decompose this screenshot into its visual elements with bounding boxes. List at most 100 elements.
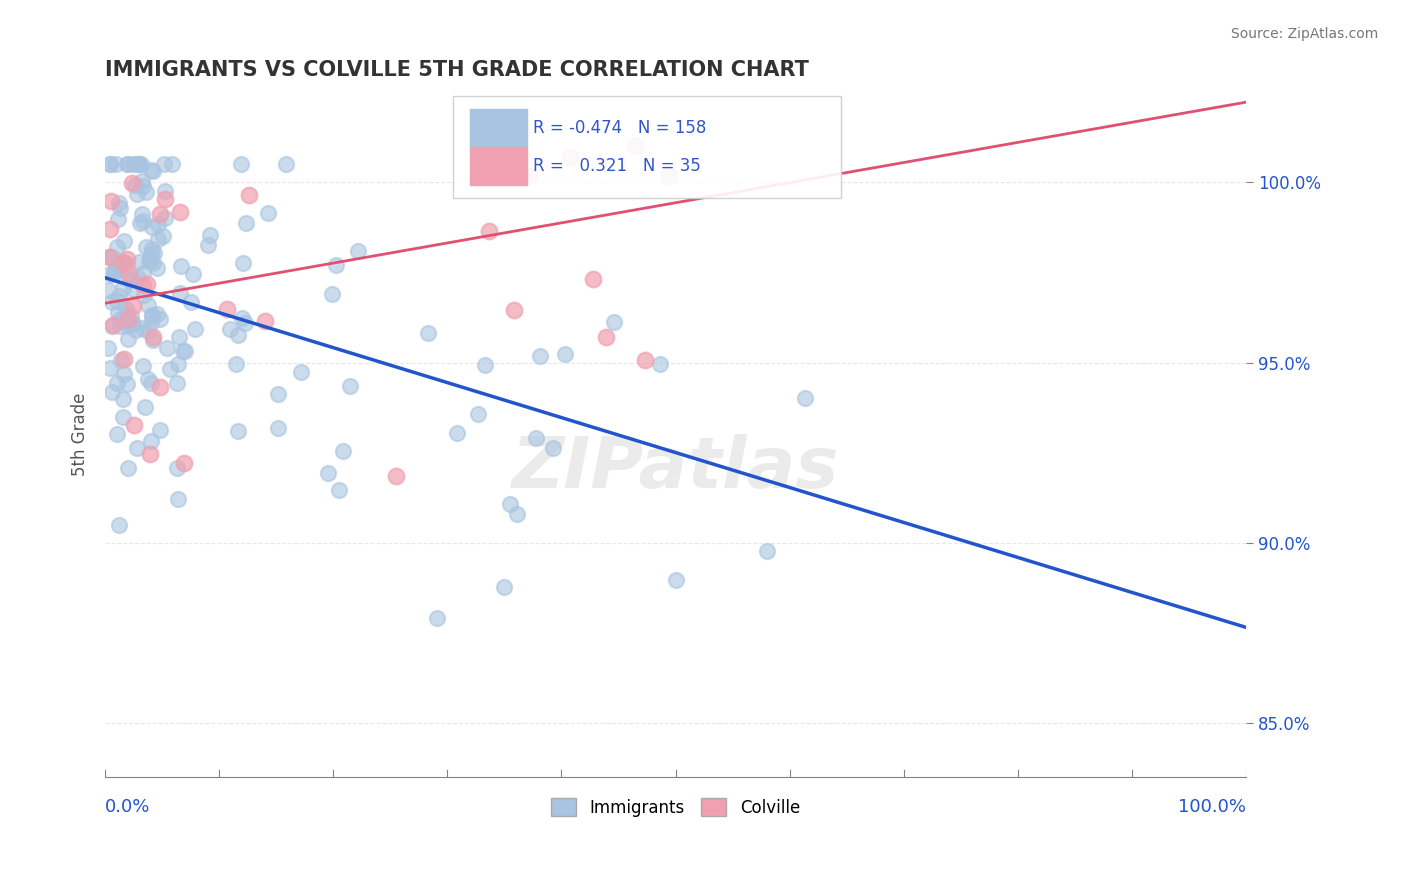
Point [180, 295, 202, 310]
Point [110, 314, 132, 328]
Point [139, 162, 162, 177]
Point [131, 266, 153, 280]
Point [98, 251, 121, 265]
Point [325, 258, 347, 272]
Point [231, 256, 253, 270]
Text: 0.0%: 0.0% [105, 798, 150, 816]
Point [117, 307, 139, 321]
Point [198, 227, 221, 242]
Point [115, 301, 138, 316]
Text: Source: ZipAtlas.com: Source: ZipAtlas.com [1230, 27, 1378, 41]
Point [328, 483, 350, 497]
Point [156, 342, 179, 356]
Point [142, 333, 165, 347]
Point [103, 318, 125, 333]
Point [174, 344, 197, 359]
Point [142, 330, 165, 344]
Point [132, 287, 155, 301]
Text: ZIPatlas: ZIPatlas [512, 434, 839, 503]
Point [117, 332, 139, 346]
Point [105, 376, 128, 390]
Point [173, 456, 195, 470]
Point [138, 447, 160, 461]
Point [98, 267, 121, 281]
Point [148, 423, 170, 437]
Point [121, 317, 143, 331]
Point [135, 185, 157, 199]
Point [623, 139, 645, 153]
Point [105, 240, 128, 254]
Point [141, 242, 163, 256]
Text: R =   0.321   N = 35: R = 0.321 N = 35 [533, 157, 700, 175]
Point [100, 157, 122, 171]
Point [110, 319, 132, 334]
Point [582, 272, 605, 286]
Point [233, 316, 256, 330]
Point [226, 328, 249, 343]
Text: R = -0.474   N = 158: R = -0.474 N = 158 [533, 119, 706, 136]
Point [122, 417, 145, 432]
Point [117, 311, 139, 326]
Point [136, 324, 159, 338]
Point [160, 157, 183, 171]
Point [112, 255, 135, 269]
Point [650, 357, 672, 371]
Point [139, 316, 162, 330]
Point [100, 194, 122, 208]
Point [111, 256, 134, 270]
Point [756, 543, 779, 558]
Point [136, 372, 159, 386]
Point [658, 169, 681, 183]
Point [267, 421, 290, 435]
Point [149, 207, 172, 221]
Point [634, 352, 657, 367]
Point [98, 361, 121, 376]
Point [125, 187, 148, 202]
Point [332, 443, 354, 458]
Point [139, 254, 162, 268]
Point [132, 214, 155, 228]
Point [426, 611, 449, 625]
Point [169, 285, 191, 300]
Point [141, 308, 163, 322]
Point [197, 238, 219, 252]
Point [112, 392, 135, 407]
Point [108, 289, 131, 303]
Point [118, 267, 141, 281]
Point [117, 461, 139, 475]
Point [142, 164, 165, 178]
Point [96, 283, 118, 297]
Point [107, 211, 129, 226]
Point [115, 157, 138, 171]
Point [108, 312, 131, 326]
Point [169, 205, 191, 219]
Point [124, 178, 146, 193]
Point [517, 169, 540, 183]
Point [226, 424, 249, 438]
Point [290, 365, 312, 379]
Point [105, 263, 128, 277]
Point [122, 299, 145, 313]
Point [253, 314, 276, 328]
Point [142, 256, 165, 270]
Point [467, 407, 489, 421]
Point [131, 207, 153, 221]
Point [172, 343, 194, 358]
Point [215, 301, 238, 316]
Point [98, 221, 121, 235]
Point [103, 267, 125, 281]
Point [155, 184, 177, 198]
Point [149, 380, 172, 394]
Point [110, 352, 132, 367]
Point [112, 234, 135, 248]
Point [101, 250, 124, 264]
Text: IMMIGRANTS VS COLVILLE 5TH GRADE CORRELATION CHART: IMMIGRANTS VS COLVILLE 5TH GRADE CORRELA… [105, 60, 808, 79]
Point [141, 434, 163, 448]
Point [167, 492, 190, 507]
FancyBboxPatch shape [453, 95, 841, 198]
Point [138, 254, 160, 268]
Point [100, 384, 122, 399]
Text: 100.0%: 100.0% [1178, 798, 1246, 816]
Point [115, 257, 138, 271]
Point [134, 400, 156, 414]
